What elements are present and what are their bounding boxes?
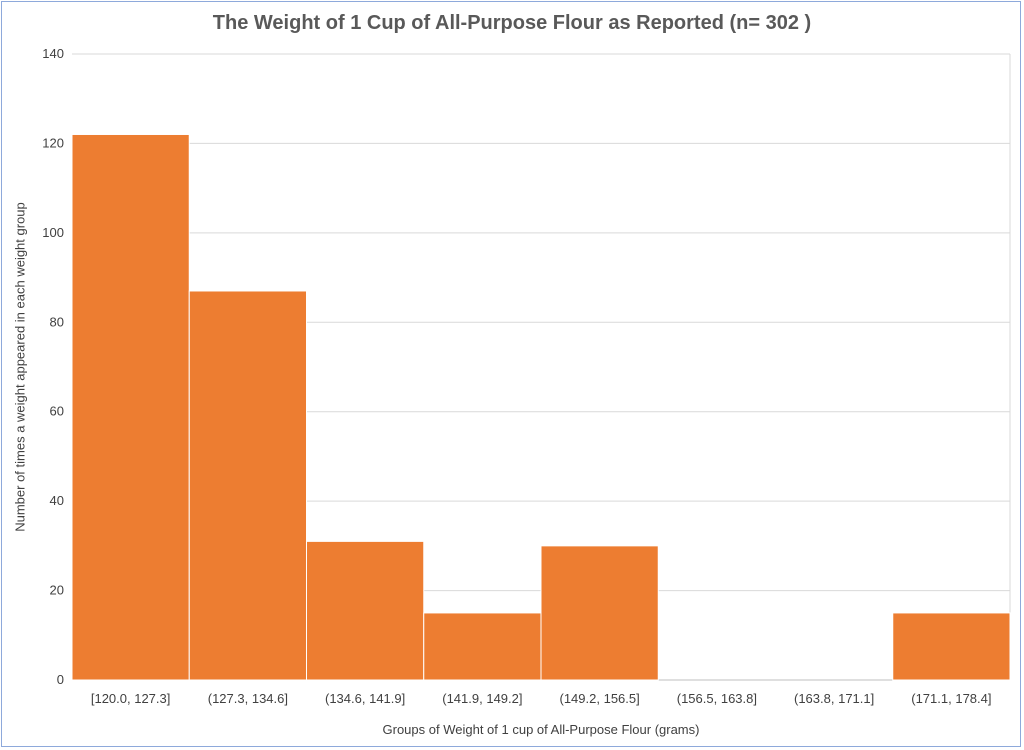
y-tick-label: 60 [50, 404, 64, 419]
y-tick-label: 40 [50, 493, 64, 508]
y-tick-label: 0 [57, 672, 64, 687]
bar [892, 612, 1011, 681]
bar [188, 290, 307, 681]
x-tick-label: (141.9, 149.2] [442, 691, 522, 706]
y-tick-label: 80 [50, 314, 64, 329]
chart-title: The Weight of 1 Cup of All-Purpose Flour… [212, 12, 812, 34]
y-tick-labels: 0 20 40 60 80 100 120 140 [42, 46, 64, 687]
bar [306, 540, 425, 681]
x-tick-labels: [120.0, 127.3] (127.3, 134.6] (134.6, 141.… [91, 691, 992, 706]
bar [423, 612, 542, 681]
x-tick-label: (134.6, 141.9] [325, 691, 405, 706]
x-tick-label: (163.8, 171.1] [794, 691, 874, 706]
bar [71, 133, 190, 681]
x-tick-label: (149.2, 156.5] [560, 691, 640, 706]
y-tick-label: 100 [42, 225, 64, 240]
x-tick-label: [120.0, 127.3] [91, 691, 171, 706]
x-tick-label: (156.5, 163.8] [677, 691, 757, 706]
y-tick-label: 120 [42, 135, 64, 150]
y-tick-label: 140 [42, 46, 64, 61]
x-axis-label: Groups of Weight of 1 cup of All-Purpose… [382, 722, 700, 737]
bars [71, 133, 1011, 681]
x-tick-label: (171.1, 178.4] [911, 691, 991, 706]
y-tick-label: 20 [50, 583, 64, 598]
x-tick-label: (127.3, 134.6] [208, 691, 288, 706]
bar [540, 545, 659, 681]
